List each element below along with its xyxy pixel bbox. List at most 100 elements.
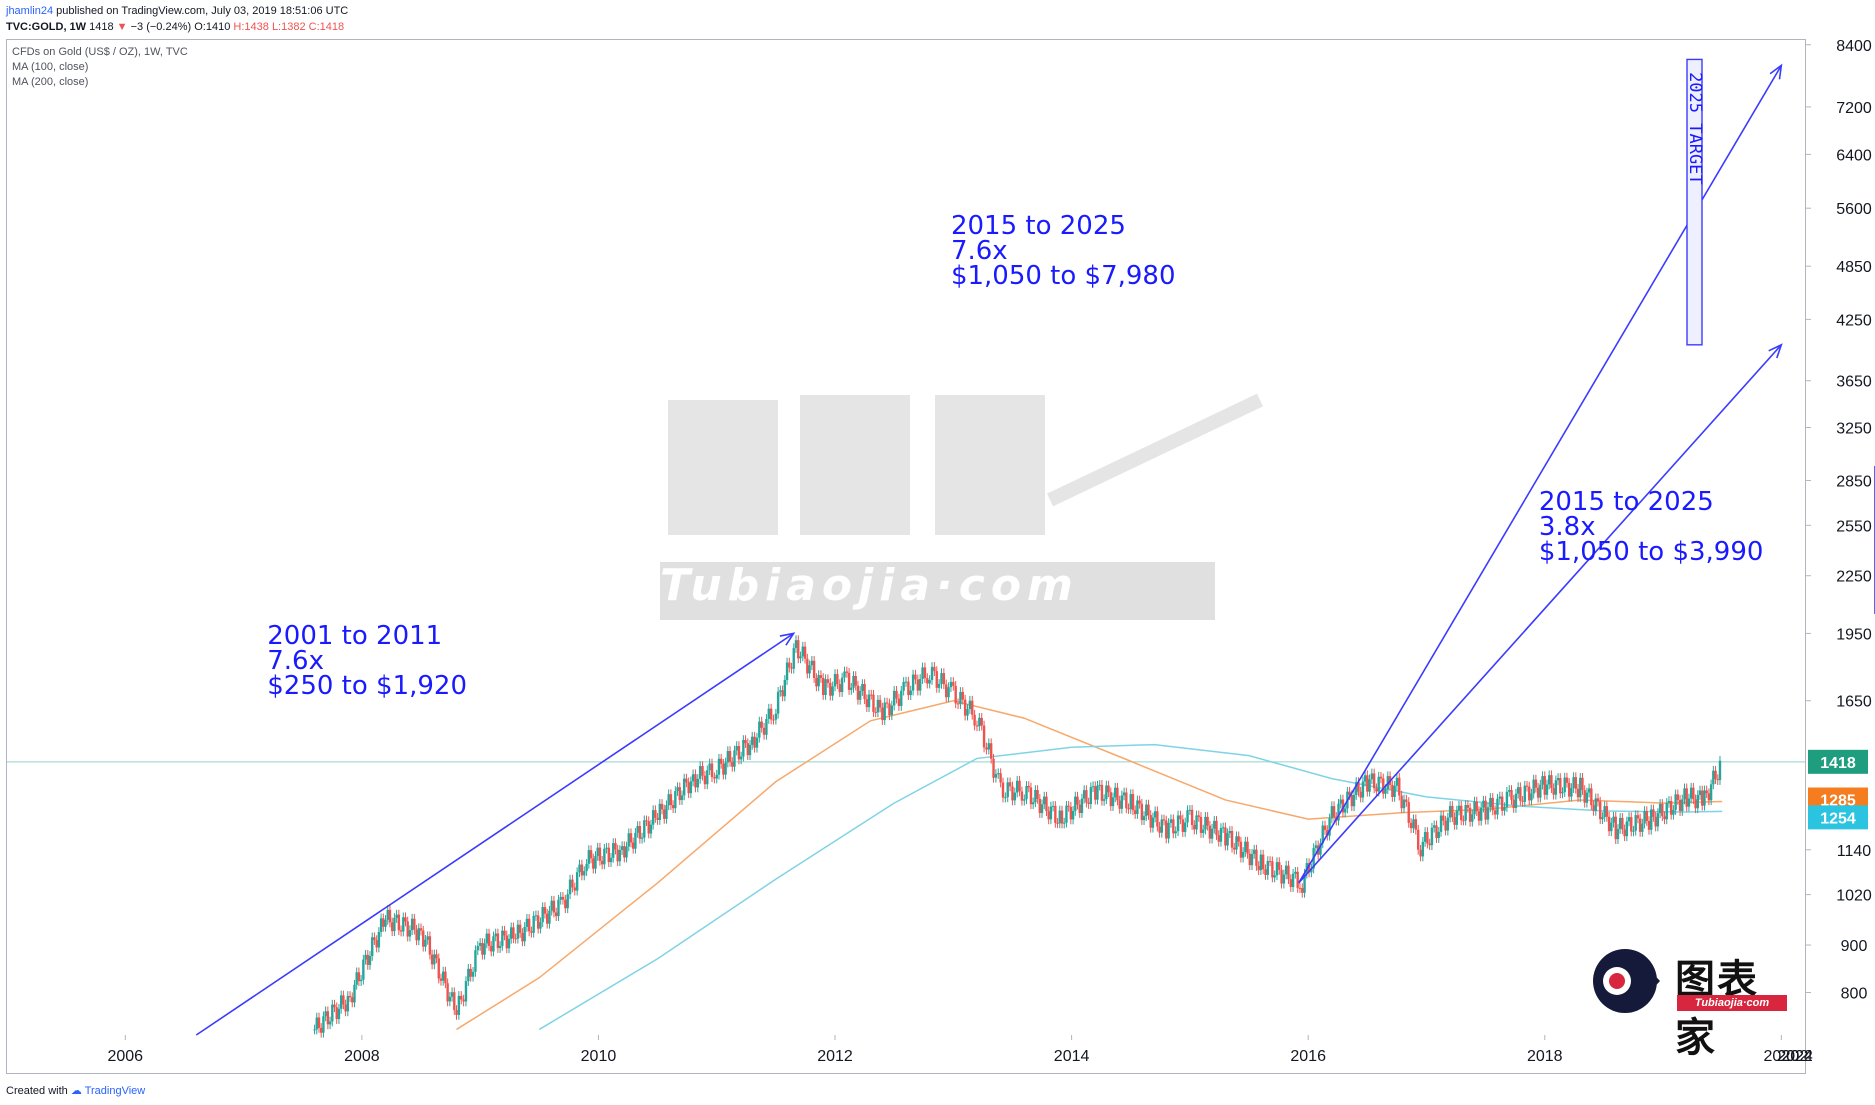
- candle-body: [1001, 782, 1005, 798]
- annotation-line: $1,050 to $7,980: [951, 261, 1176, 291]
- candle-body: [1049, 806, 1053, 820]
- candle-body: [1359, 791, 1362, 798]
- candle-body: [914, 674, 917, 680]
- candle-body: [863, 684, 866, 700]
- candle-body: [1060, 810, 1064, 824]
- candle-body: [806, 658, 809, 674]
- candle-body: [826, 679, 830, 683]
- candle-body: [838, 684, 841, 693]
- candle-body: [997, 773, 1000, 775]
- candle-body: [1326, 830, 1329, 836]
- candle-body: [1451, 805, 1454, 818]
- candle-body: [559, 896, 562, 900]
- candle-body: [728, 751, 732, 762]
- candle-body: [872, 694, 875, 713]
- candle-body: [1165, 820, 1168, 839]
- candle-body: [1188, 809, 1192, 811]
- candle-body: [776, 691, 780, 714]
- candle-body: [850, 687, 853, 690]
- candle-body: [1525, 785, 1529, 787]
- y-tick-label: 3250: [1836, 421, 1872, 438]
- candle-body: [1355, 782, 1358, 795]
- candle-body: [1239, 841, 1243, 858]
- candle-body: [1672, 809, 1675, 815]
- candle-body: [1111, 797, 1115, 807]
- candle-body: [1250, 853, 1254, 866]
- candle-body: [959, 691, 962, 705]
- candle-body: [748, 744, 752, 756]
- candle-body: [810, 660, 814, 666]
- candle-body: [1716, 779, 1719, 781]
- candle-body: [1237, 836, 1240, 842]
- candle-body: [817, 675, 820, 687]
- box-2025-target: [1686, 58, 1703, 346]
- candle-body: [1638, 818, 1642, 832]
- ma200-line: [538, 743, 1723, 1031]
- candle-body: [781, 690, 784, 697]
- candle-body: [829, 682, 832, 696]
- candle-body: [476, 945, 479, 951]
- annotation-2: 2015 to 2025 7.6x $1,050 to $7,980: [951, 211, 1176, 291]
- candle-body: [1654, 816, 1657, 827]
- candle-body: [845, 671, 849, 673]
- candle-body: [1257, 865, 1260, 871]
- candle-body: [1621, 817, 1624, 830]
- candle-body: [1008, 782, 1012, 787]
- logo-subtext: Tubiaojia·com: [1677, 995, 1787, 1011]
- candle-body: [435, 954, 438, 959]
- candle-body: [596, 847, 599, 856]
- candle-body: [874, 712, 877, 714]
- candle-body: [439, 978, 443, 981]
- candle-body: [1114, 787, 1117, 798]
- open-value: O:1410: [194, 21, 231, 33]
- candle-body: [583, 871, 586, 876]
- candle-body: [649, 824, 653, 834]
- candle-body: [1375, 788, 1378, 792]
- candle-body: [942, 673, 946, 685]
- trend-arrow-1: [195, 632, 795, 1036]
- candle-body: [1013, 792, 1017, 801]
- candle-body: [507, 938, 511, 949]
- watermark-block-2: [800, 395, 910, 535]
- candle-body: [1301, 888, 1304, 893]
- author-link[interactable]: jhamlin24: [6, 5, 54, 17]
- candle-body: [555, 912, 558, 917]
- candle-body: [1181, 819, 1184, 832]
- candle-body: [1712, 770, 1715, 785]
- x-tick-label: 2024: [1777, 1048, 1813, 1065]
- candle-body: [1623, 829, 1626, 837]
- candle-body: [1486, 807, 1490, 820]
- candle-body: [1118, 800, 1121, 809]
- candle-body: [687, 782, 690, 794]
- candle-body: [1405, 799, 1408, 803]
- candle-body: [1532, 779, 1535, 794]
- x-tick-label: 2008: [344, 1048, 380, 1065]
- candle-body: [397, 914, 401, 931]
- low-value: L:1382: [271, 21, 306, 33]
- candle-body: [885, 702, 889, 704]
- candle-body: [971, 700, 974, 715]
- candle-body: [978, 717, 981, 727]
- candle-body: [532, 916, 535, 933]
- candle-body: [1521, 800, 1524, 802]
- candle-body: [510, 927, 513, 939]
- tradingview-link[interactable]: TradingView: [84, 1085, 146, 1097]
- candle-body: [799, 656, 802, 659]
- candle-body: [1298, 887, 1302, 889]
- y-tick-label: 1950: [1836, 626, 1872, 643]
- chart-frame[interactable]: [6, 39, 1806, 1074]
- candle-body: [1503, 807, 1506, 811]
- candle-body: [564, 899, 567, 909]
- candle-body: [618, 850, 622, 862]
- candle-body: [1585, 792, 1589, 803]
- candle-body: [1291, 873, 1295, 888]
- candle-body: [671, 805, 675, 809]
- candle-body: [631, 842, 635, 849]
- candle-body: [1430, 827, 1434, 846]
- candle-body: [587, 850, 591, 864]
- candle-body: [331, 1004, 334, 1022]
- candle-body: [1545, 784, 1549, 795]
- high-value: H:1438: [233, 21, 269, 33]
- y-tick-label: 2550: [1836, 518, 1872, 535]
